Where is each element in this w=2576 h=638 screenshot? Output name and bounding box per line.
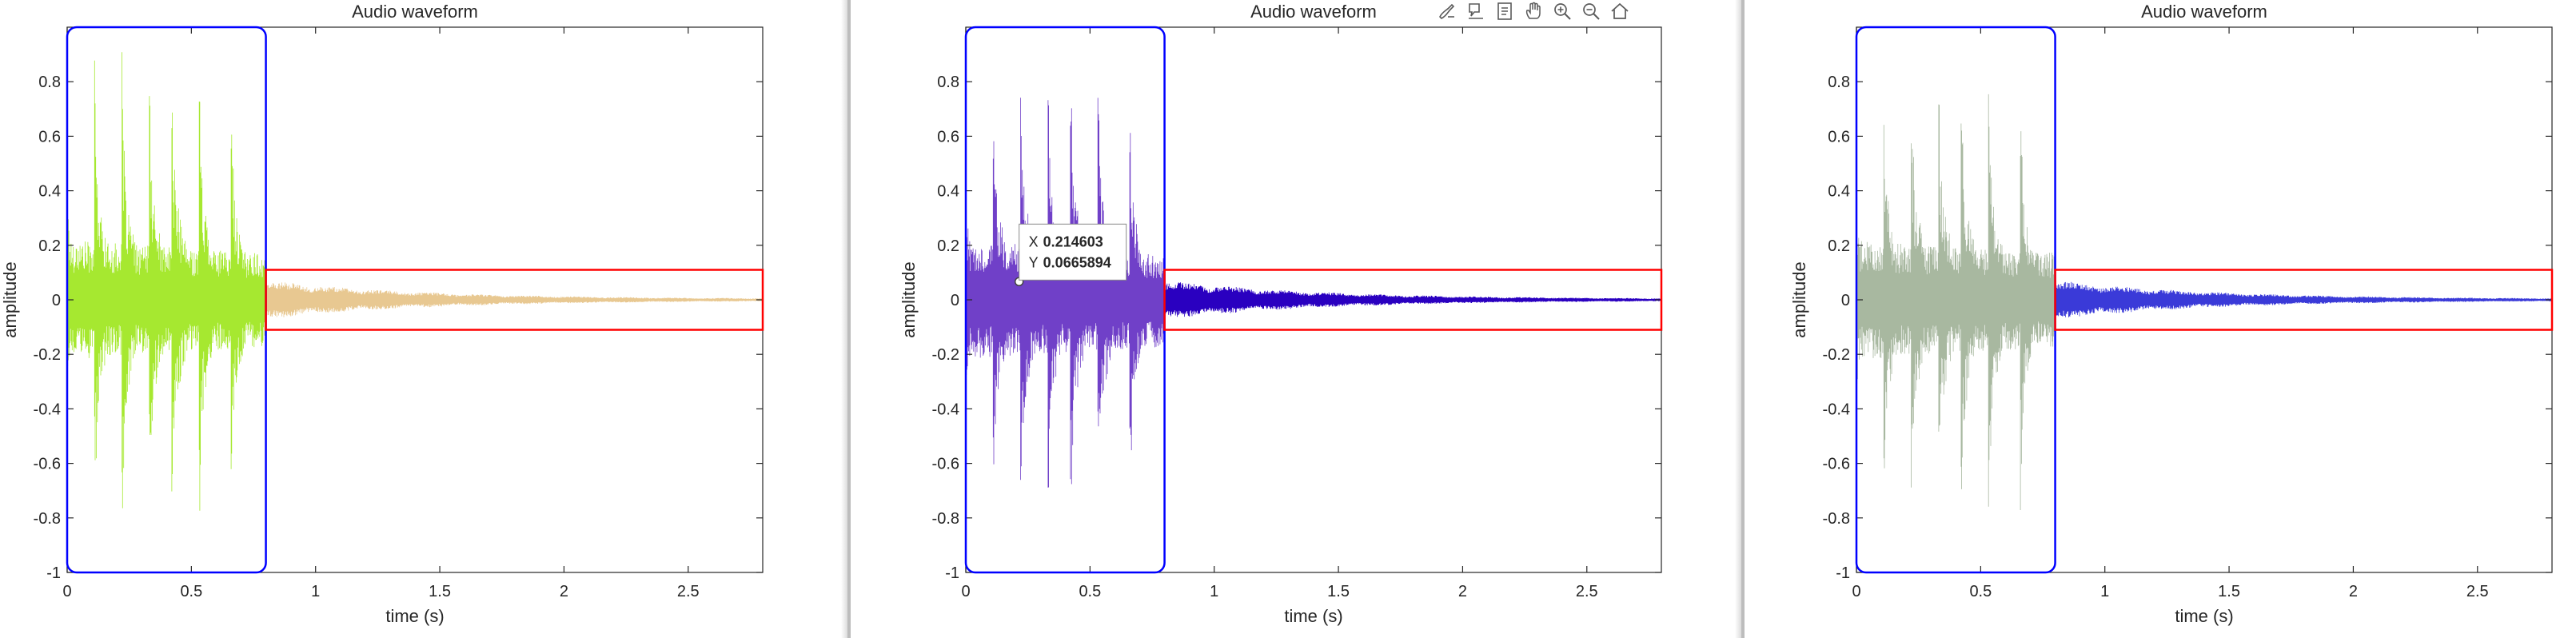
waveform-tail-series bbox=[2055, 281, 2552, 317]
waveform-attack-series bbox=[66, 52, 266, 511]
y-axis-label: amplitude bbox=[0, 261, 20, 337]
data-tips-icon bbox=[1469, 3, 1483, 19]
x-tick-label: 1 bbox=[311, 583, 320, 600]
x-tick-label: 0.5 bbox=[1079, 583, 1101, 600]
x-axis-label: time (s) bbox=[2175, 606, 2233, 626]
zoom-in-tool-button[interactable] bbox=[1550, 0, 1574, 22]
x-tick-label: 0 bbox=[961, 583, 970, 600]
x-tick-label: 2 bbox=[1458, 583, 1467, 600]
y-tick-label: -0.2 bbox=[1823, 346, 1850, 364]
y-tick-label: -0.6 bbox=[34, 456, 61, 473]
x-tick-label: 2.5 bbox=[1576, 583, 1598, 600]
chart-1: 0 0.5 1 1.5 2 2.5 -1 -0.8 -0.6 -0.4 -0.2 0 0.2 0.4 0.6… bbox=[0, 2, 764, 626]
y-tick-label: 0.2 bbox=[1828, 237, 1850, 255]
y-tick-label: 0.6 bbox=[38, 128, 61, 146]
tail-region-highlight bbox=[265, 269, 764, 331]
waveform-attack-series bbox=[965, 98, 1165, 488]
x-tick-label: 2 bbox=[560, 583, 568, 600]
y-tick-label: -0.6 bbox=[932, 456, 959, 473]
y-tick-label: -0.8 bbox=[34, 510, 61, 528]
x-tick-label: 1 bbox=[1210, 583, 1218, 600]
chart-title: Audio waveform bbox=[1250, 2, 1377, 22]
waveform-tail-series bbox=[1164, 282, 1661, 317]
y-tick-label: 0.8 bbox=[937, 74, 959, 91]
y-tick-label: 0.6 bbox=[937, 128, 959, 146]
y-tick-label: -0.4 bbox=[1823, 401, 1850, 418]
zoom-in-icon bbox=[1554, 3, 1571, 20]
tail-region-highlight bbox=[1163, 269, 1663, 331]
y-tick-label: 0.6 bbox=[1828, 128, 1850, 146]
x-tick-label: 1.5 bbox=[1327, 583, 1350, 600]
home-tool-button[interactable] bbox=[1608, 0, 1632, 22]
x-tick-label: 0 bbox=[62, 583, 71, 600]
y-tick-label: -0.2 bbox=[932, 346, 959, 364]
x-tick-label: 1.5 bbox=[2218, 583, 2240, 600]
y-tick-label: 0.8 bbox=[1828, 74, 1850, 91]
x-tick-label: 2 bbox=[2349, 583, 2358, 600]
window-shadow bbox=[841, 0, 847, 638]
y-tick-label: -1 bbox=[1836, 564, 1850, 582]
y-tick-label: -1 bbox=[945, 564, 959, 582]
figure-panel-1: 0 0.5 1 1.5 2 2.5 -1 -0.8 -0.6 -0.4 -0.2 0 0.2 0.4 0.6… bbox=[0, 0, 847, 638]
window-edge bbox=[1741, 0, 1745, 638]
x-axis-label: time (s) bbox=[1284, 606, 1342, 626]
waveform-attack-series bbox=[1856, 94, 2056, 510]
y-tick-label: -1 bbox=[46, 564, 61, 582]
y-tick-label: 0.4 bbox=[38, 183, 61, 201]
datatip-x-label: X bbox=[1029, 233, 1039, 249]
datatip-background bbox=[1019, 223, 1127, 281]
brush-icon bbox=[1439, 3, 1455, 19]
x-tick-label: 0.5 bbox=[180, 583, 202, 600]
chart-2: 0 0.5 1 1.5 2 2.5 -1 -0.8 -0.6 -0.4 -0.2 0 0.2 0.4 0.6… bbox=[899, 2, 1663, 626]
y-tick-label: -0.8 bbox=[932, 510, 959, 528]
datatip-y-value: 0.0665894 bbox=[1043, 254, 1111, 270]
datatip-x-value: 0.214603 bbox=[1043, 233, 1103, 249]
x-tick-label: 1 bbox=[2100, 583, 2109, 600]
figure-panel-3: 0 0.5 1 1.5 2 2.5 -1 -0.8 -0.6 -0.4 -0.2 0 0.2 0.4 0.6… bbox=[1741, 0, 2576, 638]
pan-icon bbox=[1525, 2, 1541, 19]
figure-panel-2: 0 0.5 1 1.5 2 2.5 -1 -0.8 -0.6 -0.4 -0.2 0 0.2 0.4 0.6… bbox=[847, 0, 1741, 638]
window-edge bbox=[847, 0, 851, 638]
y-tick-label: 0 bbox=[52, 292, 61, 309]
y-tick-label: 0.8 bbox=[38, 74, 61, 91]
window-shadow bbox=[1735, 0, 1741, 638]
x-axis-label: time (s) bbox=[385, 606, 444, 626]
y-tick-label: -0.4 bbox=[34, 401, 61, 418]
brush-tool-button[interactable] bbox=[1435, 0, 1459, 22]
y-tick-label: 0.2 bbox=[937, 237, 959, 255]
x-tick-label: 2.5 bbox=[2466, 583, 2489, 600]
x-tick-label: 0 bbox=[1852, 583, 1860, 600]
chart-3: 0 0.5 1 1.5 2 2.5 -1 -0.8 -0.6 -0.4 -0.2 0 0.2 0.4 0.6… bbox=[1789, 2, 2554, 626]
datatip-y-label: Y bbox=[1029, 254, 1039, 270]
y-tick-label: 0.4 bbox=[1828, 183, 1850, 201]
axes-toolbar bbox=[1435, 0, 1632, 22]
y-axis-label: amplitude bbox=[1789, 261, 1809, 337]
zoom-out-icon bbox=[1583, 3, 1600, 20]
y-tick-label: 0 bbox=[951, 292, 959, 309]
x-tick-label: 2.5 bbox=[677, 583, 700, 600]
y-tick-label: 0.2 bbox=[38, 237, 61, 255]
y-tick-label: -0.8 bbox=[1823, 510, 1850, 528]
x-tick-label: 0.5 bbox=[1969, 583, 1992, 600]
chart-title: Audio waveform bbox=[352, 2, 478, 22]
y-tick-label: -0.2 bbox=[34, 346, 61, 364]
y-tick-label: -0.4 bbox=[932, 401, 959, 418]
waveform-tail-series bbox=[265, 282, 763, 317]
y-tick-label: -0.6 bbox=[1823, 456, 1850, 473]
x-tick-label: 1.5 bbox=[429, 583, 451, 600]
home-icon bbox=[1611, 2, 1629, 19]
y-tick-label: 0.4 bbox=[937, 183, 959, 201]
tail-region-highlight bbox=[2054, 269, 2554, 331]
chart-title: Audio waveform bbox=[2141, 2, 2267, 22]
zoom-out-tool-button[interactable] bbox=[1579, 0, 1603, 22]
export-icon bbox=[1497, 2, 1512, 20]
export-tool-button[interactable] bbox=[1493, 0, 1517, 22]
data-tips-tool-button[interactable] bbox=[1464, 0, 1488, 22]
pan-tool-button[interactable] bbox=[1521, 0, 1545, 22]
y-axis-label: amplitude bbox=[899, 261, 919, 337]
y-tick-label: 0 bbox=[1841, 292, 1850, 309]
